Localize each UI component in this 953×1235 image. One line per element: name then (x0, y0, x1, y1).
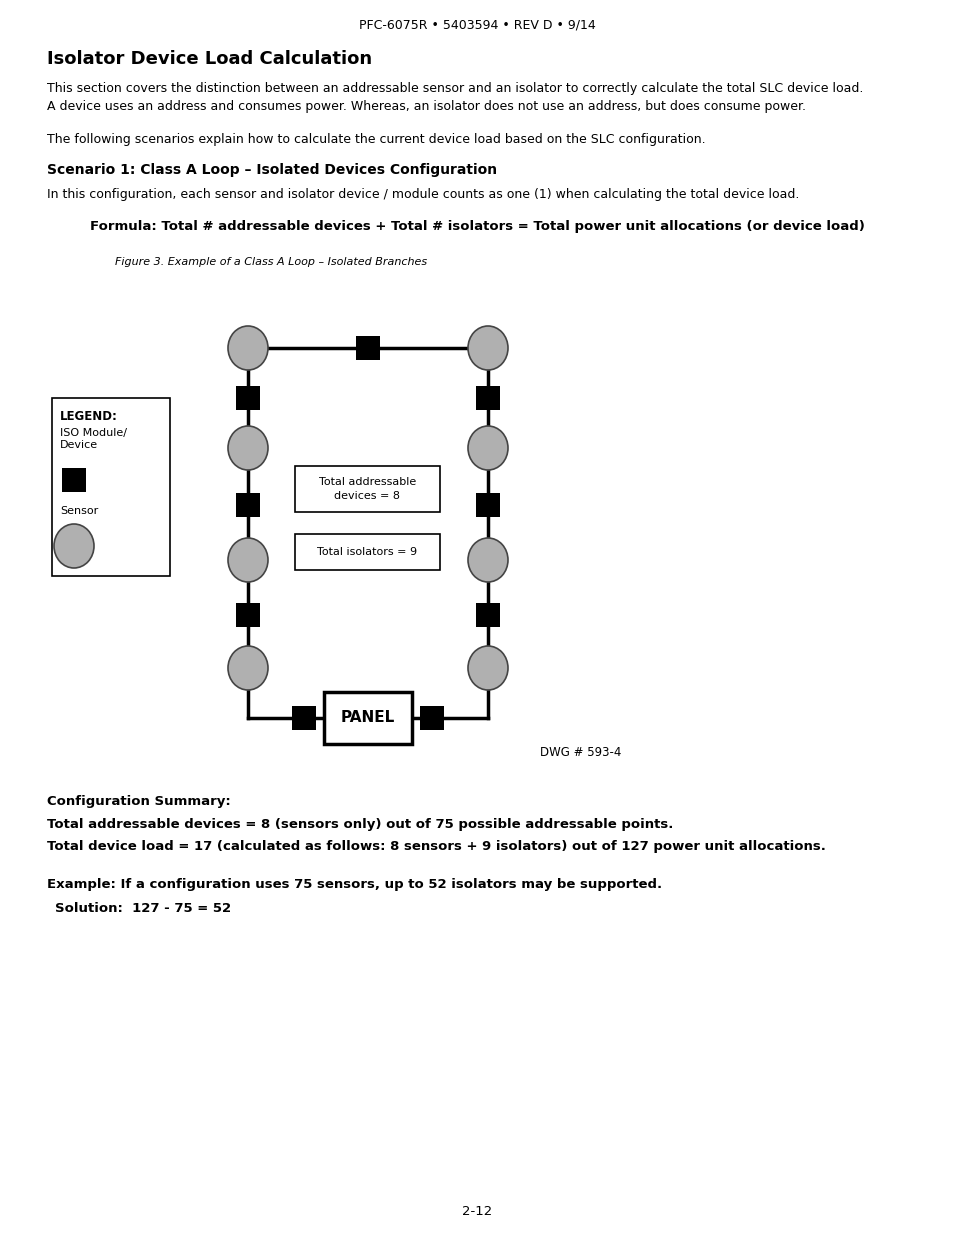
Bar (235, 387, 260, 410)
Text: Total device load = 17 (calculated as follows: 8 sensors + 9 isolators) out of 1: Total device load = 17 (calculated as fo… (47, 840, 825, 853)
Bar (419, 706, 443, 730)
Ellipse shape (468, 538, 507, 582)
Text: PFC-6075R • 5403594 • REV D • 9/14: PFC-6075R • 5403594 • REV D • 9/14 (358, 19, 595, 31)
Ellipse shape (468, 426, 507, 471)
Text: Formula: Total # addressable devices + Total # isolators = Total power unit allo: Formula: Total # addressable devices + T… (90, 220, 863, 233)
Bar (52, 398, 170, 576)
Ellipse shape (228, 326, 268, 370)
Text: This section covers the distinction between an addressable sensor and an isolato: This section covers the distinction betw… (47, 82, 862, 95)
Ellipse shape (468, 326, 507, 370)
Ellipse shape (228, 538, 268, 582)
Text: In this configuration, each sensor and isolator device / module counts as one (1: In this configuration, each sensor and i… (47, 188, 799, 201)
Bar (235, 603, 260, 627)
Text: Total addressable devices = 8 (sensors only) out of 75 possible addressable poin: Total addressable devices = 8 (sensors o… (47, 818, 673, 831)
Text: ISO Module/
Device: ISO Module/ Device (60, 429, 127, 451)
Text: A device uses an address and consumes power. Whereas, an isolator does not use a: A device uses an address and consumes po… (47, 100, 805, 112)
Text: LEGEND:: LEGEND: (60, 410, 118, 424)
Bar (294, 466, 439, 513)
Bar (62, 468, 86, 492)
Ellipse shape (228, 426, 268, 471)
Text: Solution:  127 - 75 = 52: Solution: 127 - 75 = 52 (55, 902, 231, 915)
Bar (324, 692, 412, 743)
Bar (476, 603, 499, 627)
Ellipse shape (228, 646, 268, 690)
Text: Configuration Summary:: Configuration Summary: (47, 795, 231, 808)
Text: PANEL: PANEL (340, 710, 395, 725)
Text: Sensor: Sensor (60, 506, 98, 516)
Text: 2-12: 2-12 (461, 1205, 492, 1218)
Text: Total addressable
devices = 8: Total addressable devices = 8 (318, 478, 416, 500)
Ellipse shape (468, 646, 507, 690)
Bar (355, 336, 379, 359)
Ellipse shape (54, 524, 94, 568)
Text: The following scenarios explain how to calculate the current device load based o: The following scenarios explain how to c… (47, 133, 705, 146)
Text: Isolator Device Load Calculation: Isolator Device Load Calculation (47, 49, 372, 68)
Text: Figure 3. Example of a Class A Loop – Isolated Branches: Figure 3. Example of a Class A Loop – Is… (115, 257, 427, 267)
Bar (476, 387, 499, 410)
Text: Total isolators = 9: Total isolators = 9 (317, 547, 417, 557)
Bar (476, 493, 499, 517)
Bar (292, 706, 315, 730)
Text: Example: If a configuration uses 75 sensors, up to 52 isolators may be supported: Example: If a configuration uses 75 sens… (47, 878, 661, 890)
Text: DWG # 593-4: DWG # 593-4 (539, 746, 620, 760)
Bar (294, 534, 439, 571)
Text: Scenario 1: Class A Loop – Isolated Devices Configuration: Scenario 1: Class A Loop – Isolated Devi… (47, 163, 497, 177)
Bar (235, 493, 260, 517)
